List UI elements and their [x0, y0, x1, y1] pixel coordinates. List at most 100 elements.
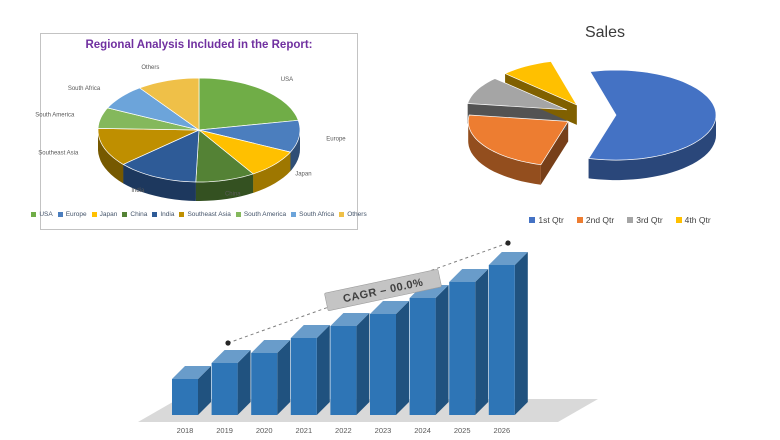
legend-swatch: [179, 212, 185, 217]
regional-legend: USA Europe Japan China India Southeast Asia So…: [31, 211, 367, 218]
legend-item: South Africa: [291, 211, 334, 218]
trendline: [227, 242, 509, 344]
year-label: 2023: [375, 426, 392, 435]
pie-slice: [504, 61, 578, 106]
pie-slice: [195, 129, 254, 183]
pie-label: Southeast Asia: [38, 150, 79, 156]
bar-side: [435, 285, 449, 415]
bar-side: [237, 350, 251, 415]
bar: [370, 314, 396, 415]
bar: [330, 326, 357, 415]
bar-top: [251, 340, 291, 353]
legend-swatch: [529, 217, 536, 223]
legend-item: Japan: [91, 211, 118, 218]
pie-label: South America: [35, 113, 75, 119]
bar-top: [211, 350, 251, 363]
legend-label: India: [160, 211, 175, 218]
pie-slice: [198, 119, 301, 153]
sales-pie-3d: [467, 61, 717, 185]
legend-label: 4th Qtr: [684, 215, 711, 225]
legend-label: South Africa: [299, 211, 335, 218]
bar-side: [396, 301, 409, 415]
legend-item: Southeast Asia: [179, 211, 231, 218]
legend-item: 2nd Qtr: [576, 215, 615, 225]
bar-side: [277, 340, 291, 415]
bar-side: [475, 269, 489, 415]
pie-slice: [198, 129, 291, 175]
legend-label: Japan: [99, 211, 118, 218]
legend-item: USA: [31, 211, 53, 218]
pie-slice-side: [588, 115, 716, 181]
legend-swatch: [675, 217, 682, 223]
pie-slice: [139, 77, 200, 131]
pie-label: India: [131, 188, 145, 194]
pie-slice: [588, 69, 717, 161]
pie-slice: [122, 129, 200, 183]
pie-slice: [198, 77, 299, 131]
legend-item: 4th Qtr: [675, 215, 711, 225]
legend-label: 3rd Qtr: [636, 215, 663, 225]
trendline-start-dot: [225, 340, 231, 346]
legend-label: Southeast Asia: [187, 211, 231, 218]
pie-slice-side: [290, 130, 300, 172]
pie-slice: [97, 128, 200, 165]
regional-analysis-chart: Regional Analysis Included in the Report…: [31, 33, 367, 230]
bar-top: [449, 269, 489, 282]
regional-chart-title: Regional Analysis Included in the Report…: [85, 39, 313, 51]
bar: [251, 353, 278, 415]
bar: [449, 282, 476, 415]
pie-slice-side: [123, 164, 196, 201]
bar: [211, 363, 238, 415]
regional-pie-3d: USA Europe Japan China India Southeast Asia So…: [35, 65, 346, 201]
bar-side: [198, 366, 211, 415]
legend-item: Europe: [57, 211, 87, 218]
bar: [172, 379, 198, 415]
trendline-end-dot: [505, 240, 511, 246]
bar-side: [514, 252, 528, 415]
legend-swatch: [339, 212, 345, 217]
legend-swatch: [235, 212, 241, 217]
cagr-box: [324, 269, 442, 311]
legend-label: Europe: [65, 211, 87, 218]
pie-slice-side: [98, 130, 124, 184]
pie-slice: [467, 78, 568, 111]
legend-label: 1st Qtr: [538, 215, 564, 225]
bar: [409, 298, 436, 415]
legend-swatch: [291, 212, 297, 217]
legend-item: South America: [235, 211, 286, 218]
year-label: 2026: [493, 426, 510, 435]
bar-top: [488, 252, 528, 265]
year-label: 2022: [335, 426, 352, 435]
sales-legend: 1st Qtr 2nd Qtr 3rd Qtr 4th Qtr: [460, 215, 780, 225]
legend-label: USA: [39, 211, 53, 218]
bar: [488, 265, 515, 415]
legend-item: Others: [339, 211, 367, 218]
year-label: 2025: [454, 426, 471, 435]
legend-item: China: [122, 211, 147, 218]
pie-slice: [97, 107, 200, 131]
legend-label: Others: [347, 211, 367, 218]
pie-slice-edge: [540, 121, 569, 185]
legend-label: China: [130, 211, 148, 218]
bar-side: [356, 313, 370, 415]
legend-item: India: [152, 211, 174, 218]
sales-chart-title: Sales: [584, 24, 626, 41]
pie-slice: [107, 87, 200, 131]
bar-top: [172, 366, 211, 379]
year-label: 2024: [414, 426, 431, 435]
legend-swatch: [122, 212, 128, 217]
bar: [290, 338, 317, 415]
pie-slice-side: [195, 173, 254, 201]
legend-swatch: [57, 212, 63, 217]
pie-label: Others: [141, 65, 159, 71]
legend-label: 2nd Qtr: [585, 215, 615, 225]
pie-label: Japan: [295, 172, 311, 178]
legend-item: 3rd Qtr: [627, 215, 663, 225]
legend-swatch: [576, 217, 583, 223]
pie-slice-side: [468, 121, 541, 185]
bar-top: [290, 325, 330, 338]
year-label: 2018: [177, 426, 194, 435]
year-label: 2019: [216, 426, 233, 435]
year-label: 2020: [256, 426, 273, 435]
